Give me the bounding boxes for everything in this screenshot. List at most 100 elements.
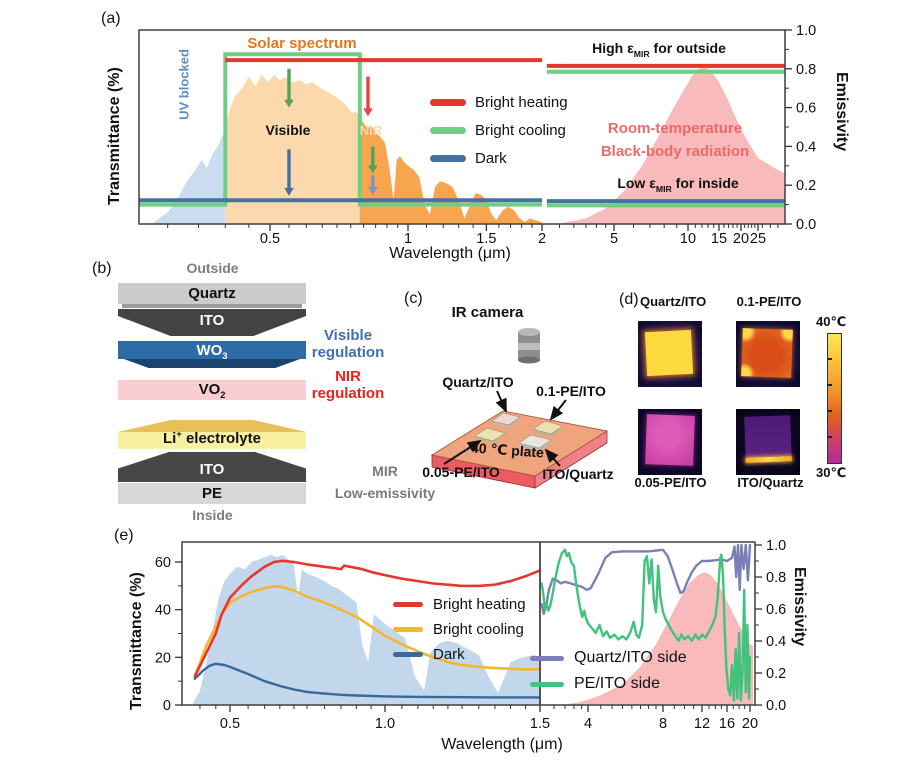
svg-text:4: 4 <box>584 716 592 732</box>
svg-text:5: 5 <box>610 231 618 247</box>
layer-vo2: VO2 <box>118 380 306 400</box>
nir-heating-arrow <box>363 76 373 117</box>
legend-item-dark: Dark <box>430 144 568 172</box>
hot-plate-schematic <box>430 328 609 489</box>
panel-a-ylabel-right: Emissivity <box>833 72 850 152</box>
svg-text:0.6: 0.6 <box>796 101 816 117</box>
panel-c-label: (c) <box>404 290 423 307</box>
layer-pe: PE <box>118 483 306 504</box>
panel-e-ylabel-left: Transmittance (%) <box>128 572 145 710</box>
legend-item-bright-cooling: Bright cooling <box>393 617 526 642</box>
visible-dark-arrow <box>284 149 294 196</box>
colorbar <box>827 333 842 464</box>
svg-text:0: 0 <box>163 698 171 714</box>
visible-regulation-label: Visible regulation <box>311 327 385 362</box>
svg-text:25: 25 <box>750 231 766 247</box>
legend-item-pe-ito-side: PE/ITO side <box>530 671 687 697</box>
fill-solar-visible <box>225 74 360 224</box>
thermal-square-hot <box>644 329 694 377</box>
svg-text:20: 20 <box>742 716 758 732</box>
uv-blocked-label: UV blocked <box>176 49 192 120</box>
svg-text:0.0: 0.0 <box>766 698 786 714</box>
svg-text:0.8: 0.8 <box>766 570 786 586</box>
thermal-image-ito-quartz <box>736 409 800 475</box>
chip-ito-quartz <box>518 434 552 449</box>
blackbody-label: Room-temperature Black-body radiation <box>600 120 750 160</box>
fill-solar-uv <box>153 127 226 224</box>
legend-item-dark: Dark <box>393 642 526 667</box>
thermal-title-01-pe-ito: 0.1-PE/ITO <box>736 294 802 309</box>
bright-cooling-swatch <box>430 126 466 134</box>
legend-item-quartz-ito-side: Quartz/ITO side <box>530 645 687 671</box>
svg-text:60: 60 <box>155 555 171 571</box>
svg-text:2: 2 <box>538 231 546 247</box>
chip-quartz-ito <box>491 412 521 426</box>
label-ito-quartz: ITO/Quartz <box>542 466 614 482</box>
svg-text:16: 16 <box>719 716 735 732</box>
ir-camera-icon <box>518 328 540 364</box>
bright-heating-line <box>193 559 542 678</box>
panel-e-axes: 0.5 1.0 1.5 4 8 12 16 20 60 40 20 0 1.0 0.8 0.6 0.4 0.2 0… <box>155 538 786 732</box>
bright-cooling-line <box>193 585 542 678</box>
svg-text:0.2: 0.2 <box>766 666 786 682</box>
hot-plate <box>430 410 609 489</box>
dark-swatch <box>430 154 466 162</box>
panel-a-ylabel-left: Transmittance (%) <box>106 67 123 205</box>
label-01-pe-ito: 0.1-PE/ITO <box>536 383 606 399</box>
label-quartz-ito: Quartz/ITO <box>442 374 514 390</box>
panel-d-label: (d) <box>619 291 639 308</box>
pe-ito-side-line <box>540 548 752 702</box>
layer-quartz-edge <box>122 304 302 308</box>
panel-e-label: (e) <box>114 527 134 544</box>
sample-chips <box>474 412 564 451</box>
thermal-title-quartz-ito: Quartz/ITO <box>640 294 707 309</box>
panel-a-axes: 0.5 1 1.5 2 5 10 15 20 251.00.80.60.40.20.0 <box>167 23 816 247</box>
svg-text:8: 8 <box>659 716 667 732</box>
legend-item-bright-cooling: Bright cooling <box>430 116 568 144</box>
high-emir-label: High εMIR for outside <box>592 40 726 59</box>
quartz-ito-side-swatch <box>530 655 564 661</box>
thermal-title-ito-quartz: ITO/Quartz <box>737 475 804 490</box>
svg-text:40: 40 <box>155 603 171 619</box>
svg-text:10: 10 <box>680 231 696 247</box>
svg-text:15: 15 <box>711 231 727 247</box>
chip-005-pe-ito <box>474 427 506 442</box>
layer-quartz: Quartz <box>118 283 306 304</box>
inside-label: Inside <box>192 507 233 523</box>
fill-blackbody <box>562 66 785 225</box>
thermal-square-cold <box>744 415 792 463</box>
bright-heating-swatch <box>430 98 466 106</box>
outside-label: Outside <box>186 260 239 276</box>
panel-a-label: (a) <box>101 10 121 27</box>
hot-edge <box>745 456 792 463</box>
svg-text:1: 1 <box>404 231 412 247</box>
layer-electrolyte-top <box>118 420 306 432</box>
layer-wo3-edge <box>124 359 300 368</box>
svg-text:1.5: 1.5 <box>476 231 496 247</box>
panel-a-legend: Bright heating Bright cooling Dark <box>430 88 568 172</box>
svg-text:0.6: 0.6 <box>766 602 786 618</box>
svg-text:0.0: 0.0 <box>796 217 816 233</box>
nir-regulation-label: NIR regulation <box>311 368 385 403</box>
solar-spectrum-label: Solar spectrum <box>247 35 357 52</box>
layer-electrolyte: Li+ electrolyte <box>118 429 306 449</box>
svg-text:0.5: 0.5 <box>260 231 280 247</box>
thermal-title-005-pe-ito: 0.05-PE/ITO <box>634 475 707 490</box>
svg-text:12: 12 <box>694 716 710 732</box>
visible-cooling-arrow <box>284 68 294 108</box>
colorbar-min-label: 30℃ <box>816 465 847 480</box>
mir-low-emissivity-label: MIR Low-emissivity <box>334 463 436 502</box>
colorbar-max-label: 40℃ <box>816 314 847 329</box>
svg-text:20: 20 <box>733 231 749 247</box>
fill-solar-spectrum <box>193 554 540 705</box>
svg-text:1.0: 1.0 <box>766 538 786 554</box>
panel-e-ylabel-right: Emissivity <box>791 567 808 647</box>
svg-text:20: 20 <box>155 650 171 666</box>
nir-cooling-arrow <box>368 146 378 174</box>
nir-dark-arrow <box>368 175 378 195</box>
nir-label: NIR <box>359 123 383 138</box>
panel-e-plot <box>193 543 753 705</box>
low-emir-label: Low εMIR for inside <box>617 175 739 194</box>
panel-b-label: (b) <box>92 260 112 277</box>
dark-line <box>193 662 542 699</box>
